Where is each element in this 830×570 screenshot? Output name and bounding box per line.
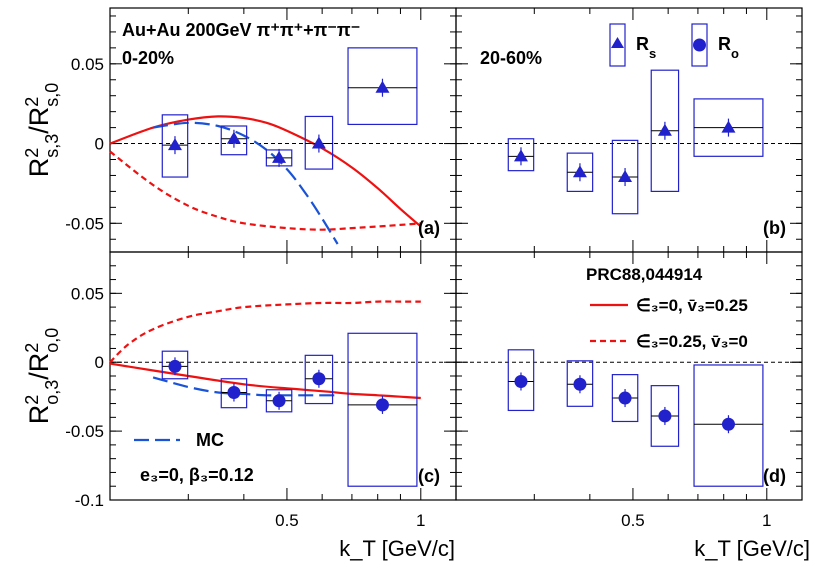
panel-a-solid-curve [109, 115, 422, 228]
model-legend-title: PRC88,044914 [586, 265, 703, 284]
panel-c-ro-point-2 [272, 394, 286, 408]
panel-a-sys-box-1 [220, 125, 248, 156]
panel-b-label: (b) [763, 218, 786, 238]
panel-c-sys-box-0 [161, 350, 189, 380]
panel-b-rs-point-3 [657, 123, 672, 136]
legend-ro-circle [693, 38, 706, 52]
panel-b-rs-point-2 [618, 170, 633, 183]
panel-a-longdash-curve [152, 121, 339, 245]
y-tick-label: -0.1 [75, 491, 104, 510]
panel-d-sys-box-0 [507, 349, 535, 412]
legend-rs-label: Rs [636, 34, 656, 61]
y-tick-label: -0.05 [65, 422, 104, 441]
legend-rs-box [609, 23, 626, 67]
panel-c-ro-point-3 [312, 372, 326, 386]
panel-d-label: (d) [763, 466, 786, 486]
panel-a-rs-point-0 [167, 138, 182, 151]
x-axis-label-left: k_T [GeV/c] [339, 536, 455, 561]
panel-a-dash-curve [109, 150, 421, 231]
x-tick-label: 0.5 [621, 511, 645, 530]
panel-c-label: (c) [418, 466, 440, 486]
mc-legend: MC e₃=0, β₃=0.12 [134, 430, 254, 485]
model-legend: PRC88,044914 ∈̄₃=0, v̄₃=0.25 ∈̄₃=0.25, v… [586, 265, 748, 351]
panel-a-title-collision: Au+Au 200GeV π⁺π⁺+π⁻π⁻ [122, 20, 360, 40]
panel-a-rs-point-2 [272, 150, 287, 163]
y-tick-label: 0.05 [71, 55, 104, 74]
panel-d-sys-box-4 [693, 364, 764, 487]
panel-c-dash-curve [109, 300, 421, 363]
mc-params-text: e₃=0, β₃=0.12 [140, 465, 254, 485]
y-tick-label: 0.05 [71, 284, 104, 303]
panel-c-ro-point-1 [227, 386, 241, 400]
panel-a-sys-box-3 [304, 115, 334, 170]
panel-c-ro-point-0 [168, 359, 182, 373]
panel-b-rs-point-4 [721, 120, 736, 133]
panel-c-solid-curve [109, 362, 421, 400]
legend-ro-label: Ro [718, 34, 739, 61]
panel-a-sys-box-0 [161, 114, 189, 178]
y-tick-label: 0 [95, 353, 104, 372]
legend-solid-line-label: ∈̄₃=0, v̄₃=0.25 [636, 296, 748, 315]
panel-a-title-centrality: 0-20% [122, 48, 174, 68]
panel-a-rs-point-1 [226, 131, 241, 144]
panel-a-label: (a) [418, 218, 440, 238]
legend-ro-box [691, 23, 708, 67]
panel-b-rs-point-0 [513, 149, 528, 162]
panel-a-rs-point-4 [375, 80, 390, 93]
panel-c-sys-box-3 [304, 354, 334, 405]
panel-d-ro-point-3 [658, 409, 672, 423]
y-axis-label-top: R2s,3/R2s,0 [22, 83, 62, 178]
panel-d-ro-point-0 [514, 375, 528, 389]
legend-rs-triangle [611, 37, 624, 48]
x-tick-label: 1 [762, 511, 771, 530]
panel-a-rs-point-3 [311, 136, 326, 149]
panel-d-sys-box-1 [566, 360, 594, 407]
panel-b-rs-point-1 [572, 165, 587, 178]
panel-b-title-centrality: 20-60% [480, 48, 542, 68]
panel-d-ro-point-1 [573, 377, 587, 391]
y-tick-label: 0 [95, 135, 104, 154]
legend-mc-label: MC [196, 430, 224, 450]
x-axis-label-right: k_T [GeV/c] [694, 536, 810, 561]
legend-dash-line-label: ∈̄₃=0.25, v̄₃=0 [636, 332, 748, 351]
panel-a-sys-box-4 [347, 47, 418, 126]
x-tick-label: 0.5 [275, 511, 299, 530]
panel-d-ro-point-4 [721, 417, 735, 431]
panel-c-ro-point-4 [375, 398, 389, 412]
x-tick-label: 1 [416, 511, 425, 530]
panel-c-sys-box-4 [347, 332, 418, 487]
y-tick-label: -0.05 [65, 214, 104, 233]
panel-b-sys-box-0 [507, 138, 535, 172]
panel-d-ro-point-2 [618, 391, 632, 405]
marker-legend: Rs Ro [609, 23, 739, 67]
panel-c-sys-box-1 [220, 378, 248, 409]
y-axis-label-bottom: R2o,3/R2o,0 [22, 328, 62, 425]
